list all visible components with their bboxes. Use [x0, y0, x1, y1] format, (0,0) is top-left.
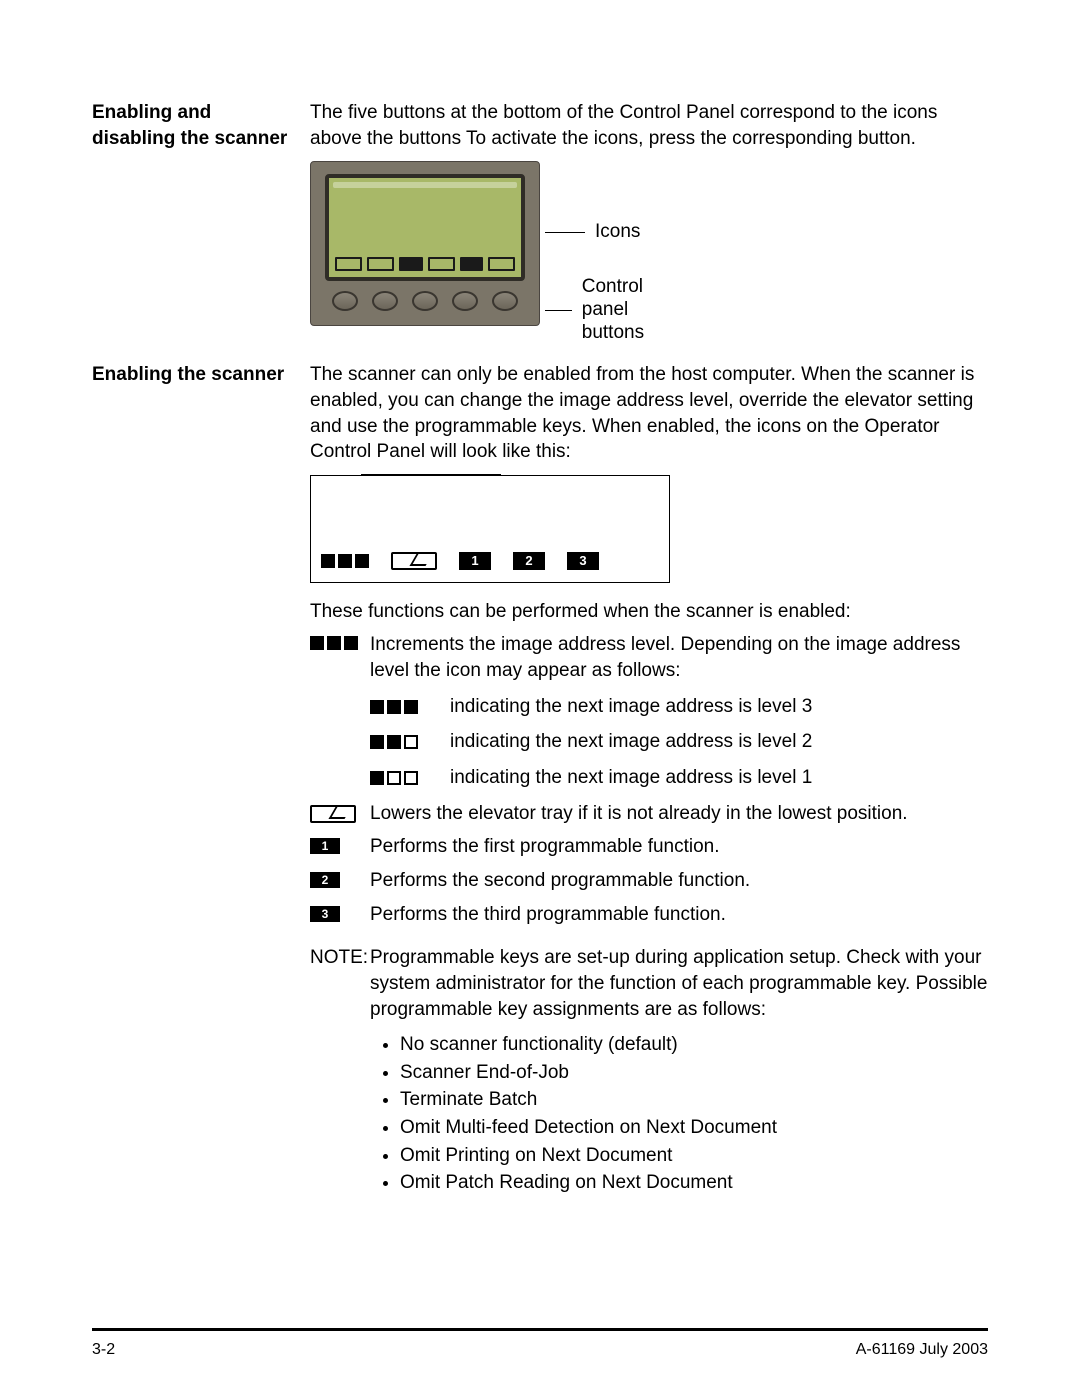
list-item: Terminate Batch [400, 1087, 988, 1113]
func-prog1-text: Performs the first programmable function… [370, 834, 988, 860]
square-icon [310, 636, 324, 650]
func-increment-text: Increments the image address level. Depe… [370, 632, 988, 683]
control-panel-screen [325, 174, 525, 281]
prog1-icon: 1 [310, 834, 370, 854]
panel-icon [428, 257, 455, 271]
square-icon [387, 735, 401, 749]
content-1: The five buttons at the bottom of the Co… [310, 100, 988, 350]
section-enabling: Enabling the scanner The scanner can onl… [92, 362, 988, 1198]
level-icon [310, 632, 370, 650]
footer-doc-id: A-61169 July 2003 [856, 1339, 988, 1361]
prog2-icon: 2 [310, 868, 370, 888]
page-footer: 3-2 A-61169 July 2003 [92, 1339, 988, 1361]
func-prog2-text: Performs the second programmable functio… [370, 868, 988, 894]
panel-icon [367, 257, 394, 271]
func-prog3-text: Performs the third programmable function… [370, 902, 988, 928]
sub-level1: indicating the next image address is lev… [370, 765, 988, 791]
level2-icon [370, 735, 450, 749]
assignments-list: No scanner functionality (default) Scann… [400, 1032, 988, 1196]
prog3-icon: 3 [310, 902, 370, 922]
callout-buttons: Control panel buttons [595, 276, 657, 344]
square-icon [355, 554, 369, 568]
enabled-icons-row: 1 2 3 [321, 552, 659, 570]
section-enable-disable: Enabling and disabling the scanner The f… [92, 100, 988, 350]
square-icon [370, 700, 384, 714]
control-button [372, 291, 398, 311]
list-item: Scanner End-of-Job [400, 1060, 988, 1086]
list-item: Omit Printing on Next Document [400, 1143, 988, 1169]
footer-rule [92, 1328, 988, 1331]
callout-icons: Icons [595, 221, 640, 244]
prog-key-3-icon: 3 [567, 552, 599, 570]
control-panel-figure: Icons Control panel buttons [310, 161, 988, 326]
func-prog3: 3 Performs the third programmable functi… [310, 902, 988, 928]
control-button-row [325, 281, 525, 315]
panel-icon [488, 257, 515, 271]
panel-icon [460, 257, 483, 271]
square-icon [338, 554, 352, 568]
num3-icon: 3 [310, 906, 340, 922]
list-item: Omit Patch Reading on Next Document [400, 1170, 988, 1196]
callout-line [545, 232, 585, 233]
func-elevator: Lowers the elevator tray if it is not al… [310, 801, 988, 827]
func-increment: Increments the image address level. Depe… [310, 632, 988, 683]
square-open-icon [404, 735, 418, 749]
square-open-icon [404, 771, 418, 785]
func-elevator-text: Lowers the elevator tray if it is not al… [370, 801, 988, 827]
intro-paragraph: The five buttons at the bottom of the Co… [310, 100, 988, 151]
panel-icon [399, 257, 422, 271]
callout-icons-text: Icons [595, 221, 640, 244]
prog-key-1-icon: 1 [459, 552, 491, 570]
list-item: No scanner functionality (default) [400, 1032, 988, 1058]
callout-buttons-l2: buttons [582, 322, 644, 343]
control-button [332, 291, 358, 311]
num1-icon: 1 [310, 838, 340, 854]
callout-buttons-l1: Control panel [582, 276, 643, 320]
num2-icon: 2 [310, 872, 340, 888]
square-icon [321, 554, 335, 568]
note-block: NOTE: Programmable keys are set-up durin… [310, 945, 988, 1022]
sub-level2: indicating the next image address is lev… [370, 729, 988, 755]
list-item: Omit Multi-feed Detection on Next Docume… [400, 1115, 988, 1141]
level1-text: indicating the next image address is lev… [450, 765, 988, 791]
callout-buttons-text: Control panel buttons [582, 276, 658, 344]
control-button [492, 291, 518, 311]
enabled-icons-box: 1 2 3 [310, 475, 670, 583]
control-button [412, 291, 438, 311]
level3-text: indicating the next image address is lev… [450, 694, 988, 720]
func-prog2: 2 Performs the second programmable funct… [310, 868, 988, 894]
control-panel-device [310, 161, 540, 326]
level2-text: indicating the next image address is lev… [450, 729, 988, 755]
content-2: The scanner can only be enabled from the… [310, 362, 988, 1198]
square-icon [404, 700, 418, 714]
level1-icon [370, 771, 450, 785]
sub-level3: indicating the next image address is lev… [370, 694, 988, 720]
prog-key-2-icon: 2 [513, 552, 545, 570]
elevator-icon [310, 801, 370, 823]
note-body: Programmable keys are set-up during appl… [370, 945, 988, 1022]
heading-enable-disable: Enabling and disabling the scanner [92, 100, 310, 350]
functions-lead: These functions can be performed when th… [310, 599, 988, 625]
square-icon [344, 636, 358, 650]
square-icon [387, 700, 401, 714]
square-open-icon [387, 771, 401, 785]
icon-strip [335, 255, 515, 273]
panel-icon [335, 257, 362, 271]
enable-paragraph: The scanner can only be enabled from the… [310, 362, 988, 465]
square-icon [370, 735, 384, 749]
square-icon [327, 636, 341, 650]
square-icon [370, 771, 384, 785]
elevator-icon [391, 552, 437, 570]
control-button [452, 291, 478, 311]
footer-page-num: 3-2 [92, 1339, 115, 1361]
heading-enabling: Enabling the scanner [92, 362, 310, 1198]
callout-line [545, 310, 572, 311]
note-label: NOTE: [310, 945, 370, 1022]
func-prog1: 1 Performs the first programmable functi… [310, 834, 988, 860]
level-icon [321, 554, 369, 568]
level3-icon [370, 700, 450, 714]
